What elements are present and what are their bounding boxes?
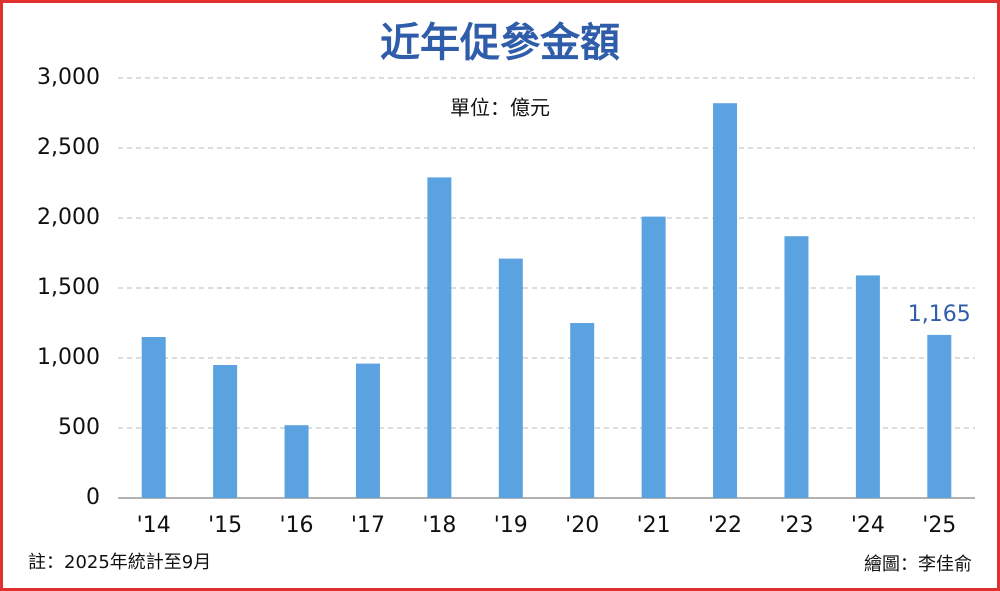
y-tick-label: 0 <box>86 485 100 510</box>
x-tick-label: '19 <box>494 513 528 538</box>
chart-title: 近年促參金額 <box>380 20 620 66</box>
x-tick-label: '14 <box>137 513 171 538</box>
bar <box>855 275 880 498</box>
y-tick-label: 2,000 <box>37 205 100 230</box>
bar <box>498 258 523 498</box>
bar <box>141 337 166 498</box>
unit-label: 單位：億元 <box>450 96 550 120</box>
x-tick-label: '25 <box>922 513 956 538</box>
x-tick-label: '23 <box>779 513 813 538</box>
y-tick-label: 1,500 <box>37 275 100 300</box>
bar <box>355 363 380 498</box>
bar <box>784 236 809 498</box>
y-tick-label: 500 <box>58 415 100 440</box>
bar <box>427 177 452 498</box>
x-tick-label: '24 <box>851 513 885 538</box>
bar <box>927 334 952 498</box>
credit: 繪圖：李佳俞 <box>864 554 972 575</box>
x-tick-label: '22 <box>708 513 742 538</box>
value-label: 1,165 <box>908 302 971 327</box>
x-tick-label: '21 <box>637 513 671 538</box>
bar <box>641 216 666 498</box>
bar <box>213 365 238 498</box>
y-tick-label: 1,000 <box>37 345 100 370</box>
x-tick-label: '20 <box>565 513 599 538</box>
y-tick-label: 2,500 <box>37 135 100 160</box>
x-tick-label: '15 <box>208 513 242 538</box>
note: 註：2025年統計至9月 <box>28 552 211 573</box>
x-tick-label: '18 <box>422 513 456 538</box>
x-tick-label: '16 <box>280 513 314 538</box>
bar <box>570 323 595 498</box>
bar <box>713 103 738 498</box>
x-tick-label: '17 <box>351 513 385 538</box>
y-tick-label: 3,000 <box>37 65 100 90</box>
bar <box>284 425 309 498</box>
